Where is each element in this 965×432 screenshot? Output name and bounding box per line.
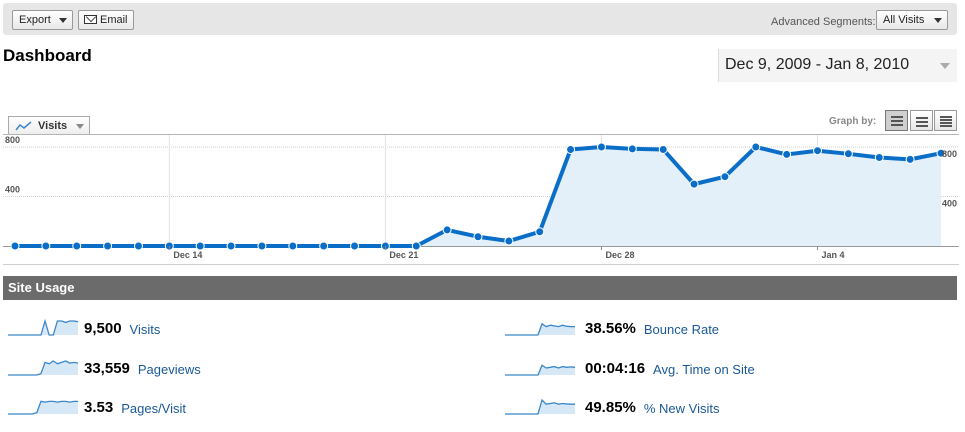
export-label: Export <box>19 14 51 26</box>
data-point <box>411 241 421 251</box>
data-point <box>905 154 915 164</box>
data-point <box>103 241 113 251</box>
visits-chart: 800 800 400 400 Dec 14 Dec 21 Dec 28 Jan 4 <box>3 134 959 265</box>
y-tick-label-right: 800 <box>942 149 957 159</box>
segments-dropdown[interactable]: All Visits <box>876 10 948 30</box>
line-chart-icon <box>15 121 32 131</box>
x-tick-label: Dec 21 <box>389 250 418 260</box>
data-point <box>10 241 20 251</box>
graph-by-week-button[interactable] <box>910 110 933 131</box>
graph-by-label: Graph by: <box>829 116 877 127</box>
sparkline <box>505 322 575 336</box>
data-point <box>658 144 668 154</box>
data-point <box>288 241 298 251</box>
sparkline <box>505 364 576 376</box>
usage-label-link[interactable]: Pages/Visit <box>121 401 186 416</box>
data-point <box>566 144 576 154</box>
usage-label-link[interactable]: Visits <box>129 322 161 337</box>
export-button[interactable]: Export <box>12 10 73 30</box>
email-label: Email <box>100 14 128 26</box>
data-point <box>596 142 606 152</box>
segments-value: All Visits <box>883 14 925 26</box>
usage-metric-pageviews: 33,559 Pageviews <box>7 357 427 379</box>
usage-label-link[interactable]: Pageviews <box>137 362 201 377</box>
data-point <box>72 241 82 251</box>
graph-by-month-button[interactable] <box>934 110 957 131</box>
usage-value: 49.85% <box>585 399 636 416</box>
data-point <box>936 148 946 158</box>
data-point <box>751 142 761 152</box>
data-point <box>442 225 452 235</box>
data-point <box>843 149 853 159</box>
data-point <box>874 153 884 163</box>
chevron-down-icon <box>59 18 67 23</box>
sparkline <box>8 360 79 376</box>
chevron-down-icon <box>76 124 84 129</box>
date-range-text: Dec 9, 2009 - Jan 8, 2010 <box>725 56 910 73</box>
graph-by-day-button[interactable] <box>885 110 908 131</box>
data-point <box>133 241 143 251</box>
usage-metric-avg-time-on-site: 00:04:16 Avg. Time on Site <box>504 357 924 379</box>
usage-value: 3.53 <box>84 399 114 416</box>
y-tick-label-left: 400 <box>5 185 20 195</box>
sparkline <box>505 398 575 415</box>
data-point <box>813 146 823 156</box>
sparkline <box>8 318 79 336</box>
site-usage-header: Site Usage <box>3 276 957 300</box>
chevron-down-icon <box>940 63 950 69</box>
usage-value: 38.56% <box>585 320 636 337</box>
data-point <box>720 172 730 182</box>
data-point <box>195 241 205 251</box>
data-point <box>535 227 545 237</box>
visits-chart-svg: 800 800 400 400 Dec 14 Dec 21 Dec 28 Jan 4 <box>3 135 959 260</box>
y-tick-label-right: 400 <box>942 199 957 209</box>
data-point <box>504 236 514 246</box>
visits-area <box>15 147 941 246</box>
usage-value: 00:04:16 <box>585 360 646 377</box>
x-tick-label: Jan 4 <box>822 250 845 260</box>
usage-metric-pages-visit: 3.53 Pages/Visit <box>7 396 427 418</box>
data-point <box>627 144 637 154</box>
usage-metric-visits: 9,500 Visits <box>7 317 427 339</box>
chevron-down-icon <box>934 18 942 23</box>
metric-label: Visits <box>38 120 68 132</box>
envelope-icon <box>84 15 97 24</box>
usage-value: 9,500 <box>84 320 122 337</box>
data-point <box>41 241 51 251</box>
data-point <box>226 241 236 251</box>
usage-metric-bounce-rate: 38.56% Bounce Rate <box>504 317 924 339</box>
usage-value: 33,559 <box>84 360 130 377</box>
y-tick-label-left: 800 <box>5 135 20 145</box>
data-point <box>782 149 792 159</box>
data-point <box>689 179 699 189</box>
usage-label-link[interactable]: Bounce Rate <box>643 322 720 337</box>
data-point <box>350 241 360 251</box>
x-tick-label: Dec 14 <box>173 250 202 260</box>
page-title: Dashboard <box>3 46 92 65</box>
date-range-picker[interactable]: Dec 9, 2009 - Jan 8, 2010 <box>718 49 957 82</box>
advanced-segments-label: Advanced Segments: <box>771 16 876 28</box>
sparkline <box>8 400 78 415</box>
metric-selector[interactable]: Visits <box>8 116 90 135</box>
data-point <box>473 232 483 242</box>
data-point <box>319 241 329 251</box>
usage-metric-new-visits: 49.85% % New Visits <box>504 396 924 418</box>
top-toolbar: Export Email Advanced Segments: All Visi… <box>3 3 957 35</box>
email-button[interactable]: Email <box>78 10 134 30</box>
usage-label-link[interactable]: Avg. Time on Site <box>653 362 755 377</box>
data-point <box>257 241 267 251</box>
usage-label-link[interactable]: % New Visits <box>643 401 720 416</box>
x-tick-label: Dec 28 <box>605 250 634 260</box>
